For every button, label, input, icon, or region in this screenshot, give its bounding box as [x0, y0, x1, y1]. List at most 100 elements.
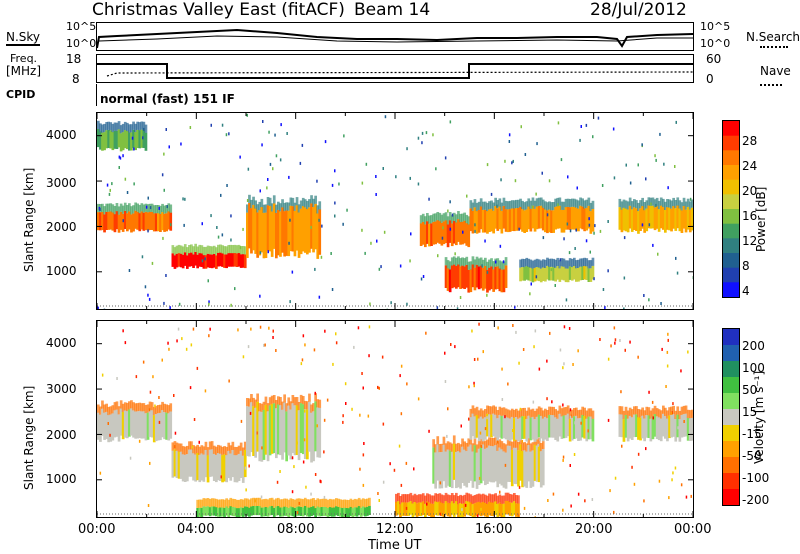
power-cell — [459, 266, 462, 289]
velocity-fringe-cell — [341, 499, 344, 508]
colorbar-tick-label: 200 — [742, 339, 765, 353]
speckle-point — [280, 123, 282, 127]
velocity-cell — [618, 414, 622, 437]
power-fringe-cell — [293, 202, 297, 211]
power-fringe-cell — [459, 258, 462, 267]
velocity-cell — [502, 415, 506, 439]
velocity-cell — [223, 454, 226, 482]
velocity-fringe-cell — [99, 406, 102, 415]
speckle-point — [680, 483, 683, 487]
velocity-cell — [237, 453, 241, 481]
velocity-cell — [444, 451, 448, 488]
velocity-cell — [196, 508, 199, 517]
power-fringe-cell — [554, 198, 557, 207]
speckle-point — [676, 271, 679, 275]
power-cell — [283, 211, 286, 257]
colorbar-swatch — [723, 377, 739, 394]
speckle-point — [343, 134, 345, 138]
speckle-point — [486, 416, 488, 420]
speckle-point — [163, 152, 165, 156]
velocity-cell — [287, 507, 291, 517]
velocity-cell — [252, 406, 255, 456]
velocity-cell — [630, 417, 634, 440]
velocity-fringe-cell — [488, 493, 491, 502]
power-echo-band-8 — [618, 197, 693, 234]
velocity-fringe-cell — [484, 409, 487, 418]
power-fringe-cell — [258, 201, 262, 211]
power-fringe-cell — [142, 204, 146, 213]
power-fringe-cell — [192, 246, 195, 255]
velocity-fringe-cell — [235, 499, 239, 509]
velocity-fringe-cell — [221, 446, 224, 456]
velocity-cell — [440, 502, 444, 517]
power-cell — [581, 266, 584, 280]
power-fringe-cell — [581, 198, 584, 207]
velocity-fringe-cell — [481, 493, 485, 502]
power-fringe-cell — [525, 201, 529, 210]
velocity-fringe-cell — [678, 410, 682, 420]
speckle-point — [173, 445, 176, 449]
power-fringe-cell — [541, 259, 545, 268]
power-cell — [113, 130, 117, 149]
velocity-cell — [457, 504, 460, 517]
velocity-cell — [637, 417, 640, 440]
velocity-fringe-cell — [448, 442, 452, 451]
power-fringe-cell — [684, 201, 688, 210]
power-fringe-cell — [674, 200, 678, 209]
speckle-point — [665, 385, 667, 388]
power-cell — [492, 210, 495, 234]
velocity-cell — [204, 506, 208, 516]
velocity-fringe-cell — [496, 442, 500, 451]
power-fringe-cell — [467, 261, 471, 270]
velocity-cell — [337, 506, 340, 516]
velocity-cell — [277, 404, 280, 455]
speckle-point — [181, 337, 183, 341]
velocity-fringe-cell — [204, 441, 208, 450]
power-fringe-cell — [291, 197, 295, 207]
power-fringe-cell — [541, 199, 545, 208]
velocity-fringe-cell — [111, 405, 115, 414]
speckle-point — [607, 418, 610, 422]
power-fringe-cell — [97, 203, 100, 213]
velocity-cell — [552, 415, 555, 438]
speckle-point — [554, 284, 556, 287]
power-cell — [641, 206, 644, 229]
speckle-point — [128, 269, 131, 272]
power-cell — [138, 213, 142, 232]
power-fringe-cell — [583, 200, 586, 209]
velocity-fringe-cell — [537, 437, 541, 446]
velocity-fringe-cell — [314, 393, 317, 402]
speckle-point — [559, 348, 562, 352]
velocity-cell — [444, 501, 448, 515]
speckle-point — [648, 223, 651, 227]
power-cell — [674, 208, 678, 231]
velocity-cell — [161, 410, 164, 438]
speckle-point — [534, 516, 536, 517]
velocity-cell — [291, 403, 295, 454]
power-fringe-cell — [552, 258, 555, 268]
power-cell — [285, 210, 288, 256]
power-cell — [486, 269, 489, 293]
velocity-fringe-cell — [330, 499, 334, 508]
speckle-point — [249, 404, 252, 408]
velocity-cell — [320, 507, 324, 517]
speckle-point — [512, 429, 514, 432]
power-fringe-cell — [279, 203, 282, 212]
power-cell — [624, 208, 628, 232]
power-cell — [585, 266, 589, 280]
velocity-fringe-cell — [266, 403, 270, 412]
speckle-point — [133, 182, 135, 186]
speckle-point — [376, 239, 378, 243]
velocity-cell — [486, 413, 489, 437]
power-fringe-cell — [297, 204, 301, 213]
power-fringe-cell — [680, 202, 684, 211]
speckle-point — [668, 496, 670, 500]
velocity-cell — [477, 501, 481, 516]
speckle-point — [574, 421, 576, 425]
velocity-fringe-cell — [144, 405, 148, 414]
velocity-fringe-cell — [105, 403, 108, 412]
speckle-point — [310, 492, 312, 496]
speckle-point — [240, 419, 243, 423]
velocity-cell — [525, 418, 529, 442]
velocity-fringe-cell — [260, 403, 264, 412]
